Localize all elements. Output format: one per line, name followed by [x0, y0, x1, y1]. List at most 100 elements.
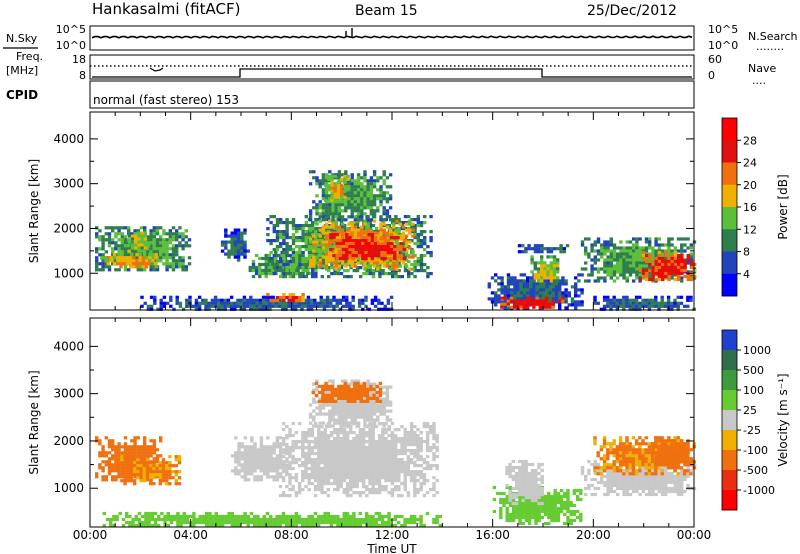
velocity-region-1: [120, 455, 182, 486]
velocity-cell: [272, 466, 276, 470]
power-cell: [282, 236, 286, 240]
power-cell: [389, 245, 394, 249]
power-cell: [319, 295, 323, 299]
velocity-cell: [101, 466, 105, 470]
power-cell: [367, 245, 371, 249]
velocity-cell: [243, 436, 248, 440]
power-cell: [324, 240, 329, 244]
power-cell: [540, 273, 544, 277]
power-cell: [288, 260, 292, 264]
velocity-cell: [409, 434, 414, 438]
power-cell: [194, 298, 199, 302]
power-cell: [356, 179, 361, 183]
velocity-cell: [374, 491, 379, 495]
power-cell: [609, 301, 613, 305]
power-cell: [372, 215, 377, 219]
velocity-cell: [368, 434, 372, 438]
velocity-cell: [336, 455, 340, 459]
power-cell: [301, 224, 305, 228]
velocity-cell: [253, 451, 257, 455]
power-cell: [552, 264, 557, 268]
power-cell: [666, 295, 671, 299]
velocity-cell: [317, 467, 321, 471]
velocity-cell: [329, 470, 334, 474]
power-cell: [332, 254, 336, 258]
colorbar-tick-label: 4: [743, 268, 750, 281]
power-cell: [382, 228, 386, 232]
velocity-cell: [326, 476, 331, 480]
power-cell: [340, 231, 345, 235]
power-cell: [622, 246, 626, 250]
power-cell: [233, 243, 238, 247]
power-cell: [275, 230, 280, 234]
power-cell: [628, 301, 632, 305]
power-cell: [664, 243, 668, 247]
velocity-cell: [315, 388, 319, 392]
velocity-cell: [317, 458, 321, 462]
power-cell: [103, 256, 107, 260]
velocity-cell: [361, 470, 366, 474]
power-cell: [350, 231, 354, 235]
power-cell: [634, 298, 639, 302]
power-cell: [274, 256, 278, 261]
velocity-cell: [377, 446, 382, 450]
power-cell: [318, 185, 322, 189]
power-cell: [554, 300, 559, 304]
power-cell: [574, 285, 578, 289]
velocity-cell: [262, 460, 267, 464]
velocity-cell: [422, 425, 427, 429]
power-cell: [152, 232, 156, 236]
power-cell: [350, 209, 354, 213]
velocity-cell: [129, 455, 134, 459]
power-cell: [264, 274, 268, 279]
power-cell: [366, 191, 370, 195]
power-cell: [632, 258, 636, 262]
velocity-cell: [291, 485, 295, 489]
power-cell: [321, 212, 326, 216]
power-cell: [233, 240, 238, 244]
velocity-cell: [240, 469, 244, 473]
power-cell: [354, 239, 359, 243]
power-cell: [230, 246, 234, 250]
power-region-8: [308, 170, 393, 222]
velocity-cell: [413, 488, 417, 492]
power-cell: [136, 268, 140, 272]
power-cell: [543, 270, 547, 274]
velocity-cell: [390, 491, 395, 495]
power-cell: [548, 297, 552, 301]
power-cell: [123, 244, 128, 248]
velocity-cell: [361, 476, 366, 480]
power-cell: [220, 307, 224, 311]
power-cell: [686, 295, 690, 299]
power-cell: [107, 268, 112, 272]
power-cell: [616, 261, 620, 265]
power-cell: [529, 299, 533, 303]
power-cell: [152, 256, 156, 260]
velocity-cell: [142, 479, 146, 483]
velocity-cell: [313, 479, 318, 483]
power-cell: [382, 231, 386, 235]
power-cell: [323, 218, 328, 222]
power-cell: [288, 254, 292, 258]
power-cell: [175, 235, 179, 239]
velocity-cell: [387, 476, 391, 480]
power-cell: [616, 276, 620, 280]
power-cell: [650, 301, 655, 305]
power-cell: [609, 249, 613, 253]
power-cell: [240, 237, 244, 241]
power-cell: [330, 192, 334, 196]
velocity-cell: [98, 442, 102, 446]
velocity-cell: [374, 473, 379, 477]
velocity-cell: [304, 467, 308, 471]
velocity-cell: [272, 475, 276, 479]
power-cell: [120, 235, 124, 239]
power-cell: [364, 298, 368, 302]
velocity-cell: [313, 440, 318, 444]
power-cell: [676, 307, 680, 311]
power-cell: [549, 255, 553, 259]
power-cell: [324, 191, 329, 195]
power-cell: [175, 253, 179, 257]
power-cell: [379, 200, 383, 204]
velocity-cell: [234, 460, 238, 464]
power-cell: [153, 301, 157, 305]
